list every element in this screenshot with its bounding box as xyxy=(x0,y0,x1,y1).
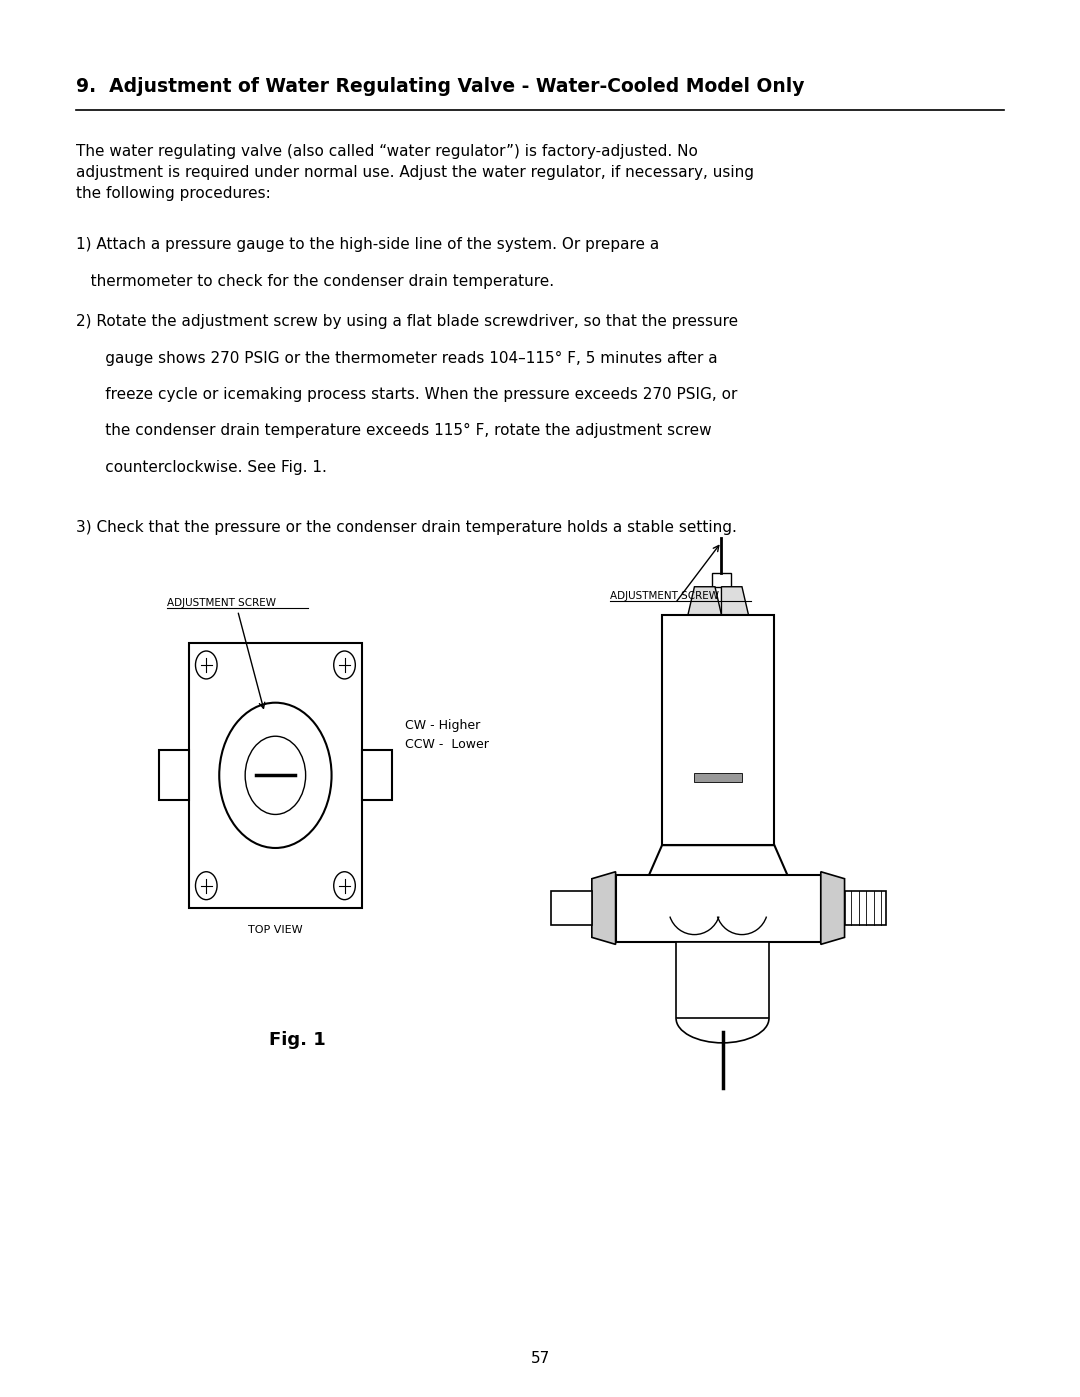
Text: TOP VIEW: TOP VIEW xyxy=(248,925,303,935)
Polygon shape xyxy=(845,891,886,925)
Polygon shape xyxy=(676,942,769,1018)
Circle shape xyxy=(219,703,332,848)
Circle shape xyxy=(195,872,217,900)
Text: counterclockwise. See Fig. 1.: counterclockwise. See Fig. 1. xyxy=(76,460,326,475)
Text: 3) Check that the pressure or the condenser drain temperature holds a stable set: 3) Check that the pressure or the conden… xyxy=(76,520,737,535)
Polygon shape xyxy=(616,875,821,942)
Circle shape xyxy=(334,651,355,679)
Circle shape xyxy=(245,736,306,814)
Polygon shape xyxy=(592,872,616,944)
Polygon shape xyxy=(712,573,731,587)
Circle shape xyxy=(334,872,355,900)
Text: 2) Rotate the adjustment screw by using a flat blade screwdriver, so that the pr: 2) Rotate the adjustment screw by using … xyxy=(76,314,738,330)
Text: 9.  Adjustment of Water Regulating Valve - Water-Cooled Model Only: 9. Adjustment of Water Regulating Valve … xyxy=(76,77,805,96)
Text: CW - Higher
CCW -  Lower: CW - Higher CCW - Lower xyxy=(405,719,489,752)
Text: 1) Attach a pressure gauge to the high-side line of the system. Or prepare a: 1) Attach a pressure gauge to the high-s… xyxy=(76,237,659,253)
Polygon shape xyxy=(821,872,845,944)
Text: ADJUSTMENT SCREW: ADJUSTMENT SCREW xyxy=(167,598,276,608)
Polygon shape xyxy=(648,845,788,877)
Polygon shape xyxy=(551,891,592,925)
Polygon shape xyxy=(159,750,189,800)
Text: thermometer to check for the condenser drain temperature.: thermometer to check for the condenser d… xyxy=(76,274,554,289)
Circle shape xyxy=(195,651,217,679)
Text: The water regulating valve (also called “water regulator”) is factory-adjusted. : The water regulating valve (also called … xyxy=(76,144,754,201)
Polygon shape xyxy=(721,587,748,615)
Text: Fig. 1: Fig. 1 xyxy=(269,1031,325,1049)
Text: the condenser drain temperature exceeds 115° F, rotate the adjustment screw: the condenser drain temperature exceeds … xyxy=(76,423,712,439)
Text: ADJUSTMENT SCREW: ADJUSTMENT SCREW xyxy=(610,591,719,601)
Polygon shape xyxy=(694,773,742,782)
Polygon shape xyxy=(189,643,362,908)
Polygon shape xyxy=(662,615,774,845)
Text: freeze cycle or icemaking process starts. When the pressure exceeds 270 PSIG, or: freeze cycle or icemaking process starts… xyxy=(76,387,737,402)
Text: gauge shows 270 PSIG or the thermometer reads 104–115° F, 5 minutes after a: gauge shows 270 PSIG or the thermometer … xyxy=(76,351,717,366)
Polygon shape xyxy=(362,750,392,800)
Polygon shape xyxy=(688,587,721,615)
Text: 57: 57 xyxy=(530,1351,550,1366)
